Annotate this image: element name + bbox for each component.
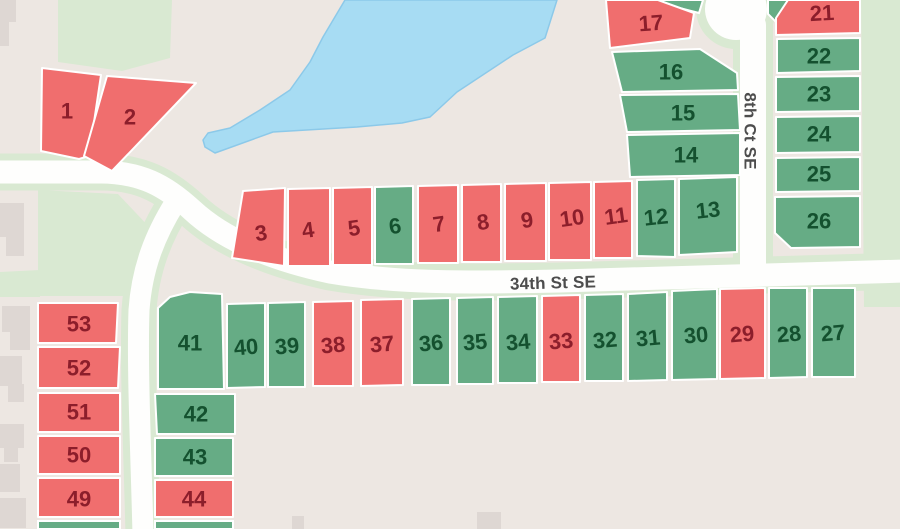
lot-25[interactable] (775, 156, 861, 193)
pond (202, 0, 558, 154)
lot-27[interactable] (811, 287, 856, 378)
lot-1[interactable] (40, 67, 102, 160)
lot-28[interactable] (768, 287, 808, 379)
lot-31[interactable] (627, 291, 668, 382)
park-strip-right (861, 0, 900, 307)
lot-49[interactable] (37, 477, 121, 518)
building-footprint (0, 424, 24, 448)
lot-41[interactable] (157, 291, 225, 390)
lot-4[interactable] (287, 187, 331, 267)
lot-14[interactable] (626, 132, 741, 178)
building-footprint (477, 512, 501, 529)
building-footprint (292, 516, 304, 529)
building-footprint (6, 230, 24, 256)
building-footprint (0, 498, 26, 528)
lot-36[interactable] (411, 297, 451, 386)
lot-44[interactable] (154, 479, 234, 518)
lot-13[interactable] (678, 176, 738, 256)
lot-23[interactable] (775, 75, 861, 113)
lot-39[interactable] (267, 301, 306, 388)
lot-6[interactable] (374, 185, 414, 265)
lot-35[interactable] (456, 296, 494, 385)
lot-11[interactable] (593, 180, 633, 259)
lot-12[interactable] (636, 178, 676, 258)
lot-34[interactable] (497, 295, 538, 384)
lot-43[interactable] (154, 437, 234, 477)
lot-fragment-bottom-b (154, 520, 234, 529)
park-patch-left (38, 190, 152, 296)
lot-24[interactable] (775, 115, 861, 154)
lot-7[interactable] (417, 184, 459, 264)
building-footprint (2, 306, 30, 332)
building-footprint (10, 330, 30, 350)
building-footprint (4, 446, 18, 462)
lot-22[interactable] (776, 37, 861, 74)
building-footprint (0, 0, 16, 22)
lot-21[interactable] (775, 0, 861, 36)
lot-8[interactable] (461, 183, 502, 263)
street-label-1: 8th Ct SE (741, 92, 760, 169)
street-label-0: 34th St SE (510, 272, 597, 293)
lot-33[interactable] (541, 294, 581, 383)
lot-15[interactable] (619, 93, 741, 133)
road-west-lane (127, 192, 186, 529)
lot-38[interactable] (312, 300, 354, 387)
lot-42[interactable] (154, 393, 236, 435)
lot-50[interactable] (37, 435, 121, 475)
park-band-left (0, 270, 40, 297)
building-footprint (8, 384, 24, 402)
building-footprint (0, 464, 20, 492)
lot-17[interactable] (605, 0, 695, 49)
lot-fragment-bottom-a (37, 520, 121, 529)
lot-30[interactable] (671, 288, 718, 381)
lot-5[interactable] (332, 186, 373, 266)
lot-51[interactable] (37, 392, 121, 433)
lot-9[interactable] (504, 182, 547, 262)
lot-29[interactable] (719, 287, 766, 380)
lot-53[interactable] (37, 302, 119, 344)
lot-10[interactable] (548, 181, 592, 261)
building-footprint (0, 356, 22, 386)
lot-52[interactable] (37, 346, 121, 389)
park-patch-top-left (58, 0, 172, 71)
lot-3[interactable] (231, 187, 286, 267)
lot-37[interactable] (360, 298, 404, 387)
lot-40[interactable] (226, 302, 266, 389)
lot-26[interactable] (774, 195, 861, 249)
building-footprint (0, 0, 9, 46)
lot-2[interactable] (83, 75, 197, 172)
lot-16[interactable] (611, 48, 739, 93)
lot-32[interactable] (584, 293, 624, 382)
